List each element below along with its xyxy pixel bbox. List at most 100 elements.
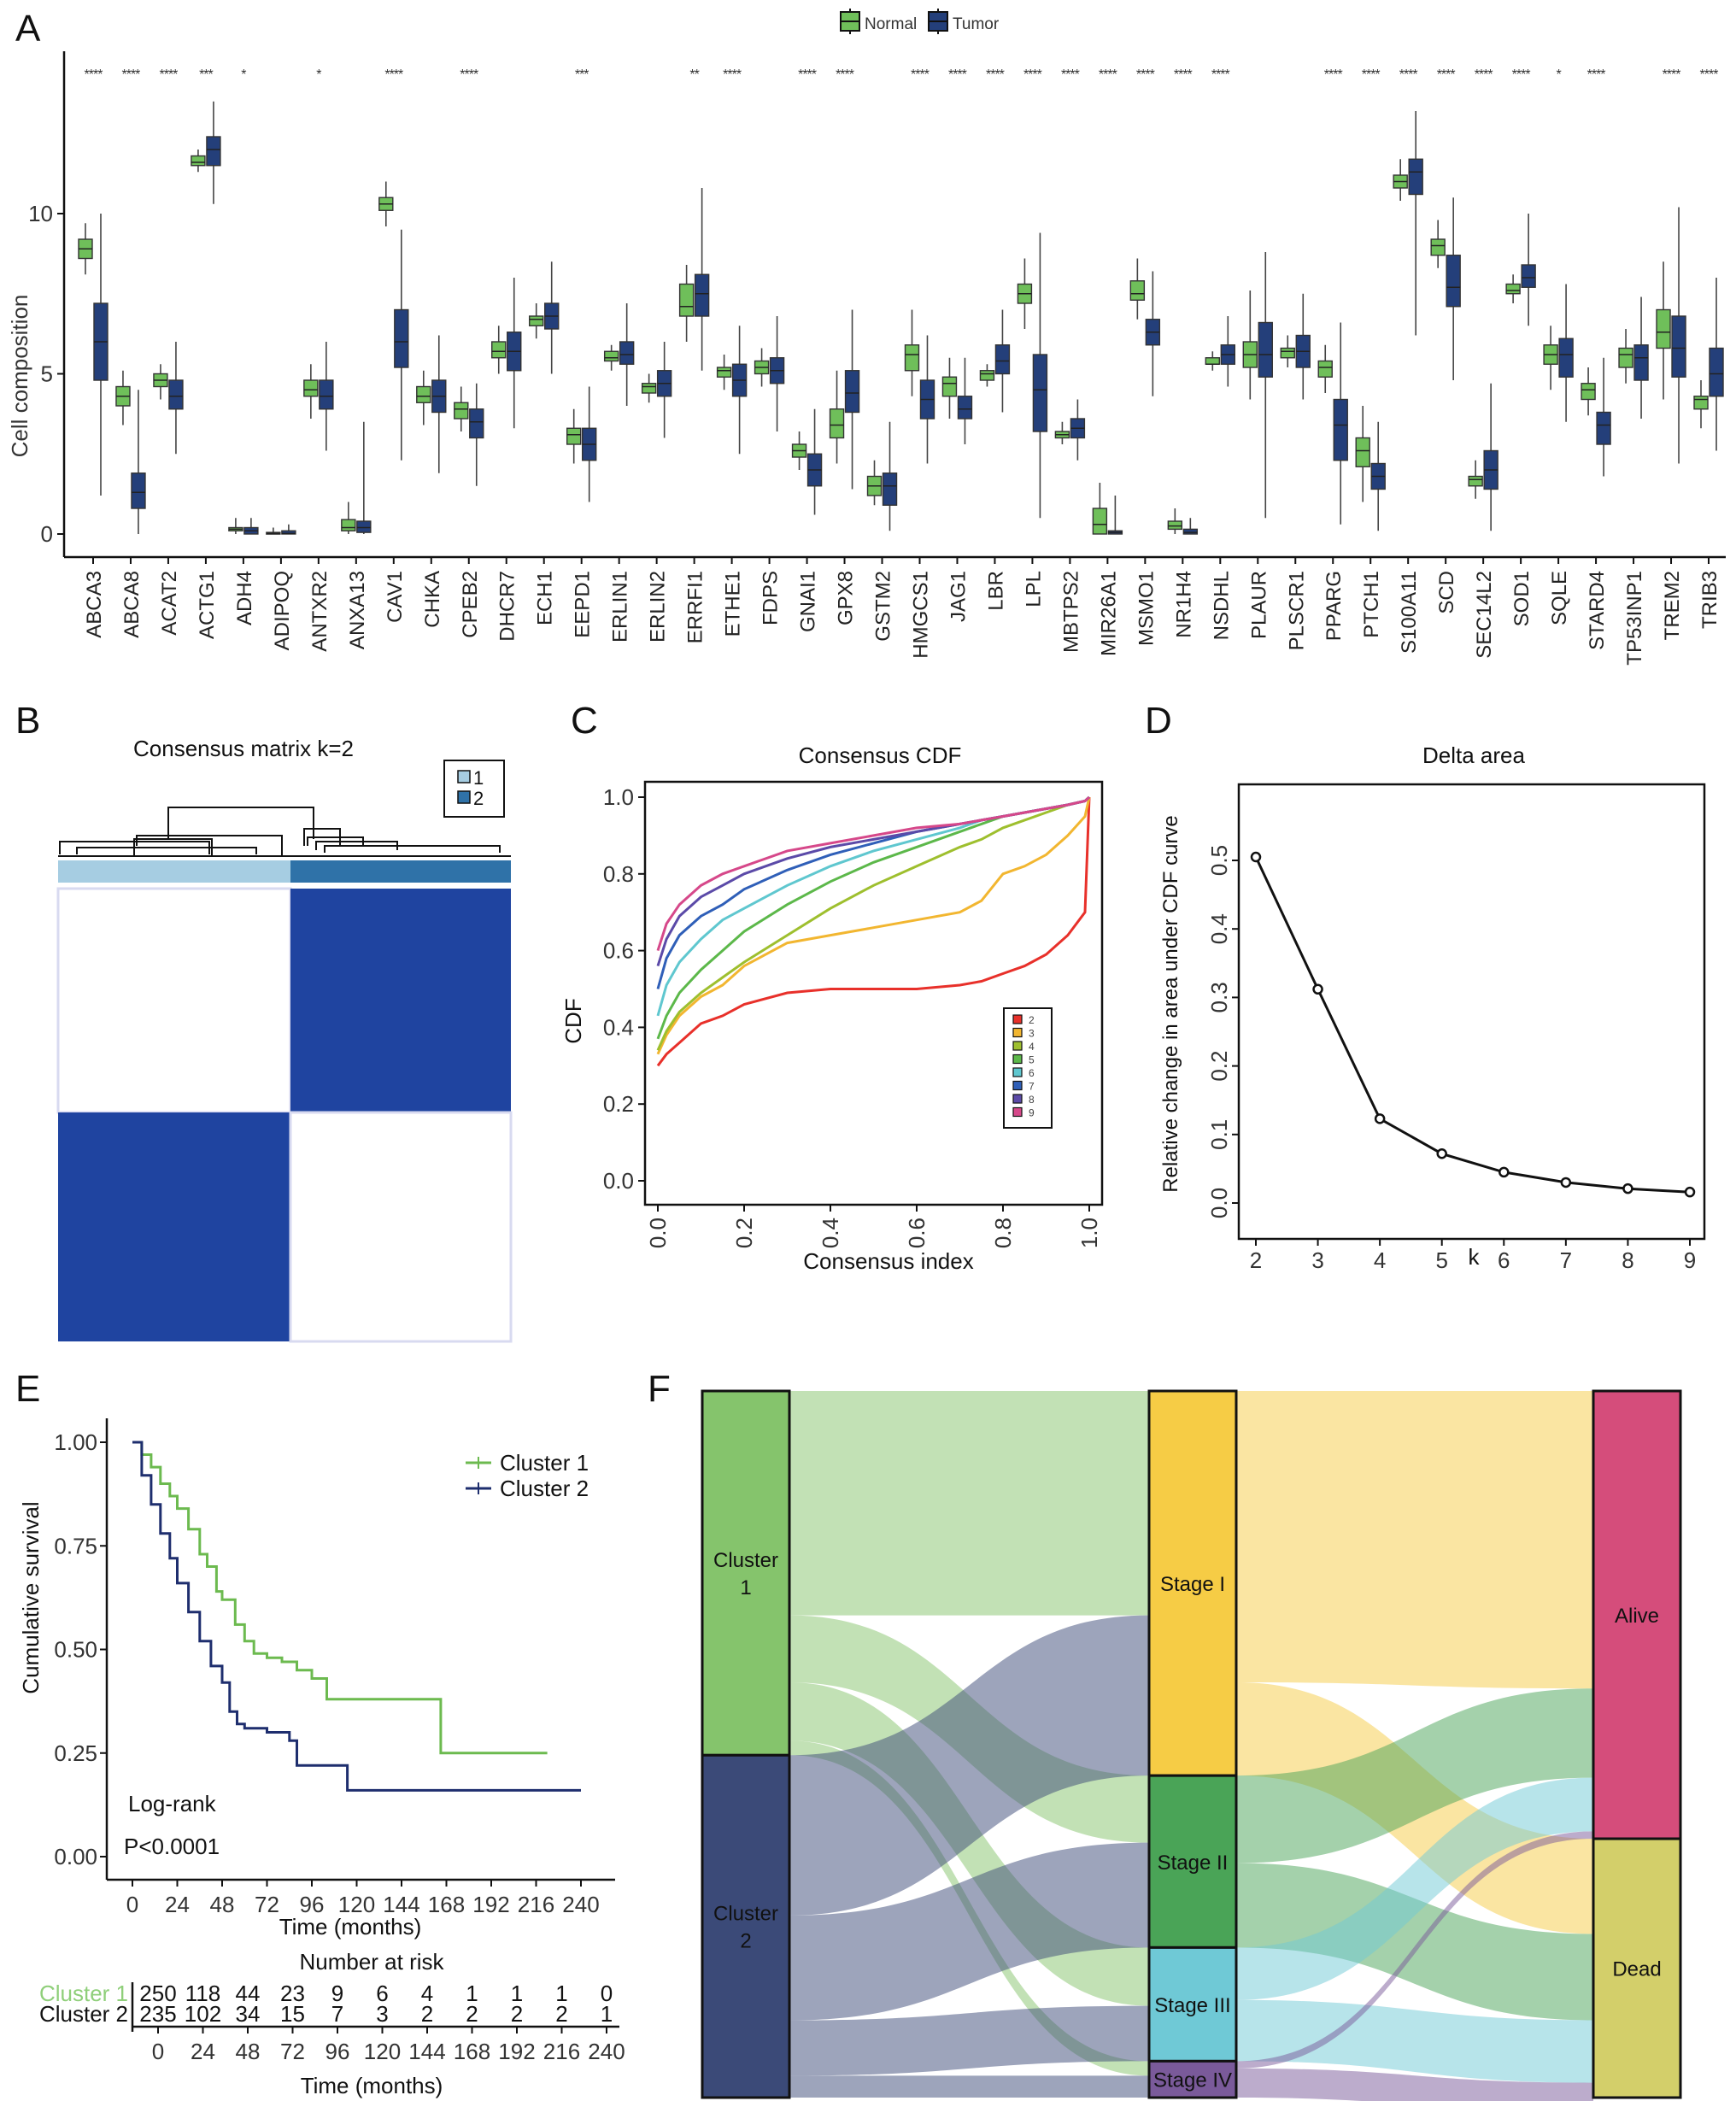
panel-label-c: C (571, 700, 598, 742)
sankey-flow (1236, 1777, 1593, 2000)
risk-count: 2 (555, 2001, 567, 2027)
box-tumor (1596, 411, 1611, 445)
y-tick-label: 0.5 (1206, 845, 1232, 876)
risk-count: 44 (236, 1981, 261, 2006)
x-tick-label: 240 (562, 1892, 599, 1917)
x-tick-label: 120 (338, 1892, 375, 1917)
box-normal (1430, 238, 1446, 256)
sankey-flow (1236, 1999, 1593, 2083)
legend-box (1003, 1007, 1053, 1129)
risk-count: 1 (601, 2001, 613, 2027)
sankey-panel: Cluster 1 Cluster 2 Stage I Stage II Stage III… (701, 1389, 1682, 2101)
x-tick-label: 216 (518, 1892, 554, 1917)
risk-x-tick-label: 168 (454, 2039, 490, 2064)
sankey-node-label: Cluster (713, 1903, 778, 1926)
x-tick-label: 1.0 (1076, 1218, 1102, 1248)
km-curve-cluster2 (132, 1441, 581, 1792)
box-tumor (469, 408, 484, 439)
risk-count: 102 (185, 2001, 221, 2027)
x-tick-label: TP53INP1 (1623, 571, 1646, 666)
sankey-flow (1236, 1863, 1593, 2021)
x-tick-label: ANTXR2 (308, 571, 331, 652)
y-tick-label: 0 (41, 521, 53, 547)
sankey-node (1147, 1945, 1238, 2063)
cdf-line-k2 (656, 796, 1091, 1067)
x-tick-label: ERLIN1 (609, 571, 632, 643)
legend-swatch-k7 (1012, 1080, 1023, 1091)
legend-normal-swatch (840, 9, 860, 34)
legend-label-k5: 5 (1029, 1054, 1035, 1066)
annotation-test: Log-rank (128, 1791, 217, 1816)
box-tumor (1258, 321, 1273, 378)
significance-marker: * (316, 67, 321, 82)
x-tick-label: 6 (1498, 1247, 1510, 1273)
legend-swatch-k4 (1012, 1041, 1023, 1051)
plot-frame (1237, 783, 1706, 1241)
x-tick-label: PTCH1 (1360, 571, 1383, 638)
y-axis-label: Cell composition (7, 295, 32, 458)
y-tick-label: 0.2 (603, 1091, 634, 1117)
y-axis-label: Relative change in area under CDF curve (1159, 815, 1182, 1193)
y-tick-label: 0.1 (1206, 1119, 1232, 1150)
risk-count: 235 (139, 2001, 176, 2027)
x-tick-label: LBR (984, 571, 1007, 611)
box-normal (603, 350, 619, 362)
significance-marker: **** (1174, 67, 1193, 82)
x-axis-label: k (1469, 1244, 1481, 1270)
significance-marker: **** (1512, 67, 1531, 82)
box-normal (1656, 308, 1671, 349)
box-tumor (1709, 347, 1724, 397)
risk-count: 1 (555, 1981, 567, 2006)
box-tumor (356, 520, 372, 533)
annotation-pvalue: P<0.0001 (124, 1834, 220, 1859)
box-normal (1355, 437, 1370, 467)
dendrogram-branch (167, 807, 314, 839)
sankey-flow (789, 1391, 1149, 1616)
legend-label-1: 1 (473, 767, 484, 789)
risk-x-tick-label: 240 (588, 2039, 625, 2064)
significance-marker: **** (85, 67, 103, 82)
sankey-node (701, 1753, 791, 2099)
sankey-flow (789, 1615, 1149, 1916)
cdf-line-k9 (656, 795, 1091, 952)
box-normal (1092, 508, 1108, 535)
sankey-node-label: Stage I (1160, 1573, 1225, 1596)
box-normal (416, 385, 431, 403)
heatmap-block-1-2 (290, 889, 511, 1112)
sankey-node-label: Alive (1615, 1605, 1659, 1628)
box-tumor (1521, 264, 1536, 288)
significance-marker: ** (689, 67, 699, 82)
risk-count: 9 (331, 1981, 343, 2006)
risk-count: 6 (376, 1981, 388, 2006)
box-tumor (168, 379, 184, 410)
box-tumor (394, 308, 409, 368)
x-tick-label: MBTPS2 (1059, 571, 1082, 653)
y-tick-label: 0.4 (603, 1014, 634, 1040)
box-tumor (1182, 528, 1199, 535)
legend-swatch-1 (457, 770, 471, 783)
sankey-node-label: Stage II (1158, 1852, 1229, 1875)
risk-x-tick-label: 72 (280, 2039, 305, 2064)
x-tick-label: ABCA3 (83, 571, 106, 638)
legend-tumor-swatch (928, 9, 948, 34)
significance-marker: **** (986, 67, 1005, 82)
delta-point-k7 (1560, 1177, 1572, 1188)
y-tick-label: 10 (28, 201, 53, 226)
x-tick-label: 0.8 (990, 1218, 1016, 1248)
x-tick-label: SQLE (1548, 571, 1571, 625)
x-tick-label: CHKA (421, 571, 444, 628)
panel-label-a: A (15, 8, 41, 50)
x-tick-label: FDPS (760, 571, 783, 625)
x-tick-label: 72 (255, 1892, 279, 1917)
legend-swatch-2 (457, 790, 471, 804)
x-tick-label: ACAT2 (158, 571, 181, 636)
risk-count: 250 (139, 1981, 176, 2006)
x-tick-label: 5 (1435, 1247, 1447, 1273)
significance-marker: * (1556, 67, 1561, 82)
box-normal (829, 408, 845, 439)
sankey-node-label: Dead (1612, 1958, 1661, 1981)
x-tick-label: 2 (1250, 1247, 1262, 1273)
box-tumor (1671, 315, 1686, 378)
y-tick-label: 0.3 (1206, 982, 1232, 1012)
